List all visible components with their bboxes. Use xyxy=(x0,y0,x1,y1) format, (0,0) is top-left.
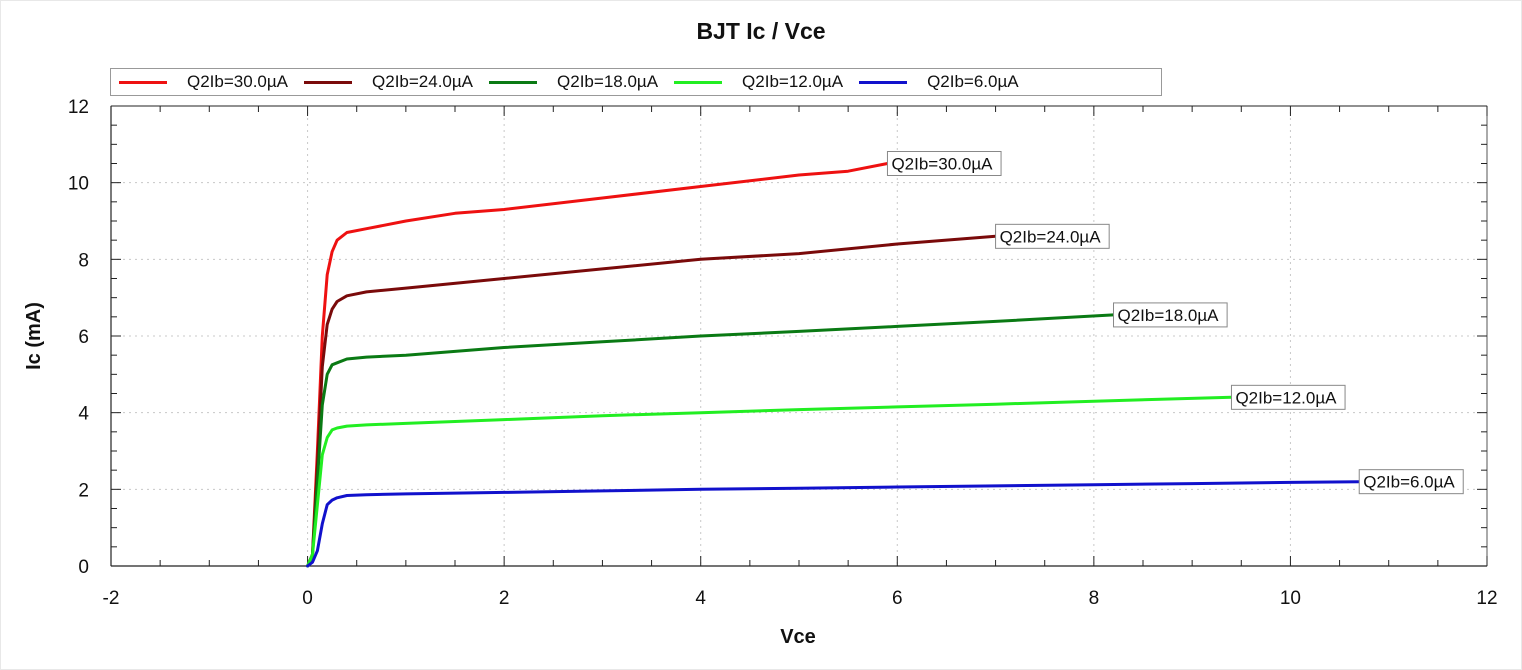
x-tick-label: 4 xyxy=(695,588,706,609)
x-tick-label: 6 xyxy=(892,588,903,609)
x-tick-label: 0 xyxy=(302,588,313,609)
end-label: Q2Ib=24.0µA xyxy=(1000,227,1102,246)
series-end-labels: Q2Ib=30.0µA Q2Ib=24.0µA Q2Ib=18.0µA Q2Ib=12… xyxy=(886,151,1464,495)
tick-marks xyxy=(110,105,1488,567)
y-tick-label: 2 xyxy=(78,480,89,501)
end-label-box xyxy=(886,151,1002,176)
legend-swatch xyxy=(859,80,908,84)
y-tick-label: 12 xyxy=(68,97,89,118)
x-tick-label: 8 xyxy=(1089,588,1100,609)
series-line xyxy=(306,234,998,568)
legend-label: Q2Ib=6.0µA xyxy=(927,72,1019,91)
legend-label: Q2Ib=24.0µA xyxy=(372,72,474,91)
y-axis-title: Ic (mA) xyxy=(23,302,45,370)
y-tick-label: 4 xyxy=(78,404,89,425)
legend-item: Q2Ib=12.0µA xyxy=(674,72,843,92)
end-label: Q2Ib=30.0µA xyxy=(891,155,993,174)
legend-item: Q2Ib=18.0µA xyxy=(489,72,658,92)
y-tick-label: 0 xyxy=(78,557,89,578)
legend-swatch xyxy=(489,80,538,84)
legend-item: Q2Ib=24.0µA xyxy=(304,72,473,92)
chart-title: BJT Ic / Vce xyxy=(696,18,826,44)
series-line xyxy=(306,480,1361,568)
x-tick-label: 10 xyxy=(1280,588,1301,609)
x-axis-title: Vce xyxy=(780,626,816,648)
legend-label: Q2Ib=12.0µA xyxy=(742,72,844,91)
series-line xyxy=(306,162,889,568)
x-tick-label: -2 xyxy=(103,588,120,609)
legend-item: Q2Ib=30.0µA xyxy=(119,72,288,92)
legend-label: Q2Ib=18.0µA xyxy=(557,72,659,91)
end-label: Q2Ib=12.0µA xyxy=(1235,388,1337,407)
legend-item: Q2Ib=6.0µA xyxy=(859,72,1019,92)
y-tick-label: 6 xyxy=(78,327,89,348)
legend-label: Q2Ib=30.0µA xyxy=(187,72,289,91)
legend-swatch xyxy=(304,80,353,84)
y-tick-label: 10 xyxy=(68,174,89,195)
end-label-box xyxy=(1230,384,1346,410)
end-label-box xyxy=(1113,302,1228,328)
end-label-box xyxy=(1358,469,1464,495)
legend: Q2Ib=30.0µA Q2Ib=24.0µA Q2Ib=18.0µA Q2Ib… xyxy=(110,68,1162,96)
end-label: Q2Ib=18.0µA xyxy=(1118,306,1220,325)
legend-swatch xyxy=(119,80,167,84)
x-tick-label: 12 xyxy=(1476,588,1497,609)
end-label: Q2Ib=6.0µA xyxy=(1363,473,1455,492)
legend-swatch xyxy=(674,80,723,84)
series-line xyxy=(306,313,1115,568)
end-label-box xyxy=(995,223,1110,249)
y-tick-label: 8 xyxy=(78,250,89,271)
x-tick-label: 2 xyxy=(499,588,510,609)
data-series xyxy=(306,162,1361,568)
series-line xyxy=(306,395,1233,568)
tick-labels: -2 0 2 4 6 8 10 12 0 2 4 6 8 10 12 xyxy=(68,97,1498,609)
